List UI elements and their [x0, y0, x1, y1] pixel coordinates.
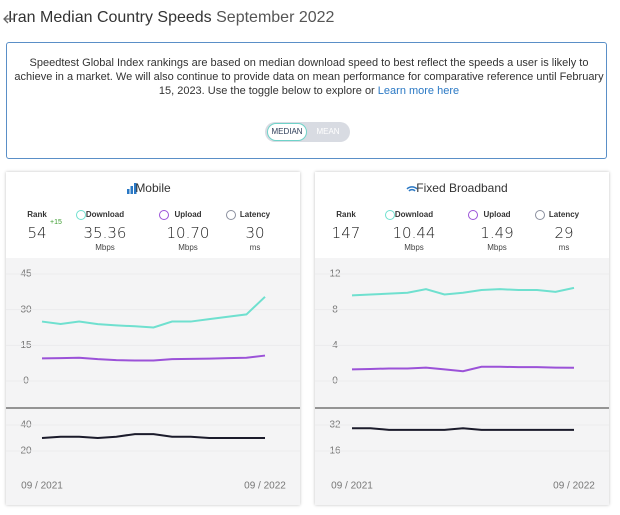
- x-tick-label: 09 / 2021: [21, 481, 63, 492]
- stat-icon: [76, 210, 86, 220]
- stat-label: Rank: [336, 210, 356, 219]
- stat-label: Latency: [239, 210, 271, 219]
- stat-value: 147: [331, 224, 361, 242]
- title-text: Iran Median Country Speeds: [8, 9, 212, 26]
- notice-text: Speedtest Global Index rankings are base…: [14, 57, 604, 97]
- stat-unit: Mbps: [404, 243, 424, 252]
- x-tick-label: 09 / 2022: [553, 481, 595, 492]
- stat-value: 10.44: [392, 224, 436, 242]
- stat-icon: [468, 210, 478, 220]
- series-line: [41, 433, 265, 440]
- stat-label: Latency: [548, 210, 580, 219]
- notice-box: [6, 42, 607, 159]
- title-date: September 2022: [216, 9, 335, 26]
- stat-value: 10.70: [166, 224, 210, 242]
- x-tick-label: 09 / 2022: [244, 481, 286, 492]
- mobile-icon: [130, 186, 133, 194]
- stat-value: 1.49: [480, 224, 514, 242]
- mobile-icon: [134, 183, 137, 194]
- stat-value: 54: [27, 224, 47, 242]
- stat-unit: Mbps: [487, 243, 507, 252]
- series-line: [351, 286, 575, 297]
- wifi-icon: [406, 186, 418, 192]
- toggle-median[interactable]: MEDIAN: [267, 123, 307, 141]
- stat-value: 35.36: [83, 224, 127, 242]
- series-line: [41, 296, 266, 329]
- stat-label: Download: [394, 210, 434, 219]
- back-arrow: [3, 14, 14, 24]
- learn-more-link[interactable]: Learn more here: [377, 85, 460, 97]
- stat-icon: [385, 210, 395, 220]
- stat-label: Rank: [27, 210, 47, 219]
- toggle-mean[interactable]: MEAN: [316, 127, 340, 136]
- stat-value: 29: [554, 224, 574, 242]
- mobile-icon: [127, 189, 130, 194]
- toggle[interactable]: MEDIAN MEAN: [265, 122, 350, 142]
- stat-label: Upload: [174, 210, 202, 219]
- stat-icon: [159, 210, 169, 220]
- stat-icon: [535, 210, 545, 220]
- stat-label: Download: [85, 210, 125, 219]
- panel-title: Fixed Broadband: [416, 181, 508, 195]
- stat-change: +15: [50, 219, 62, 226]
- series-line: [351, 365, 575, 373]
- stat-label: Upload: [483, 210, 511, 219]
- panel-title: Mobile: [135, 181, 171, 195]
- page-title: Iran Median Country Speeds September 202…: [8, 9, 334, 27]
- x-tick-label: 09 / 2021: [331, 481, 373, 492]
- stat-unit: ms: [558, 243, 570, 252]
- stat-unit: Mbps: [178, 243, 198, 252]
- series-line: [352, 427, 574, 431]
- notice: Speedtest Global Index rankings are base…: [14, 56, 604, 98]
- stat-value: 30: [245, 224, 265, 242]
- stat-unit: Mbps: [95, 243, 115, 252]
- stat-icon: [226, 210, 236, 220]
- series-line: [41, 354, 266, 362]
- stat-unit: ms: [249, 243, 261, 252]
